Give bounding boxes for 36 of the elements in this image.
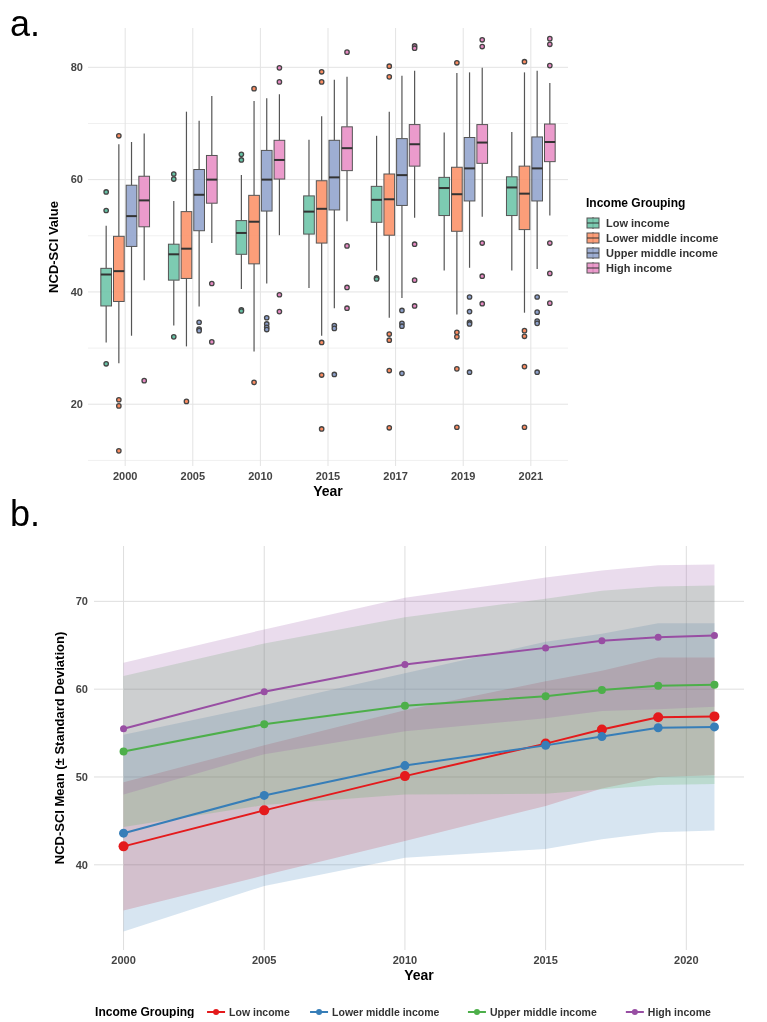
legend-label: High income <box>606 261 673 274</box>
legend-label: Lower middle income <box>332 1005 440 1018</box>
legend-title: Income Grouping <box>586 196 686 210</box>
x-tick-label: 2015 <box>315 470 341 482</box>
x-tick-label: 2015 <box>533 954 558 966</box>
x-tick-label: 2021 <box>518 470 544 482</box>
text: a. <box>10 3 41 44</box>
legend-label: Low income <box>229 1005 290 1018</box>
y-tick-label: 60 <box>70 173 83 186</box>
y-tick-label: 20 <box>70 398 83 411</box>
x-tick-label: 2005 <box>252 954 277 966</box>
y-axis-title: NCD-SCI Value <box>46 201 61 293</box>
legend-label: Upper middle income <box>606 246 718 259</box>
x-tick-label: 2000 <box>112 470 138 482</box>
text: b. <box>10 493 41 534</box>
x-tick-label: 2010 <box>392 954 418 966</box>
legend-label: Lower middle income <box>606 231 719 244</box>
y-tick-label: 40 <box>70 285 83 298</box>
y-tick-label: 60 <box>75 683 88 696</box>
y-tick-label: 70 <box>75 595 88 608</box>
legend-label: Upper middle income <box>489 1005 597 1018</box>
y-tick-label: 40 <box>75 858 88 871</box>
x-tick-label: 2010 <box>248 470 273 482</box>
y-axis-title: NCD-SCI Mean (± Standard Deviation) <box>52 631 67 865</box>
x-axis-title: Year <box>404 967 435 983</box>
x-tick-label: 2017 <box>383 470 408 482</box>
x-tick-label: 2000 <box>111 954 136 966</box>
y-tick-label: 80 <box>70 61 83 74</box>
legend-title: Income Grouping <box>95 1005 195 1020</box>
x-tick-label: 2005 <box>180 470 206 482</box>
x-tick-label: 2019 <box>450 470 476 482</box>
x-tick-label: 2020 <box>674 954 699 966</box>
y-tick-label: 50 <box>75 770 88 783</box>
x-axis-title: Year <box>313 483 344 499</box>
legend-label: Low income <box>606 216 670 229</box>
legend-label: High income <box>647 1005 712 1018</box>
